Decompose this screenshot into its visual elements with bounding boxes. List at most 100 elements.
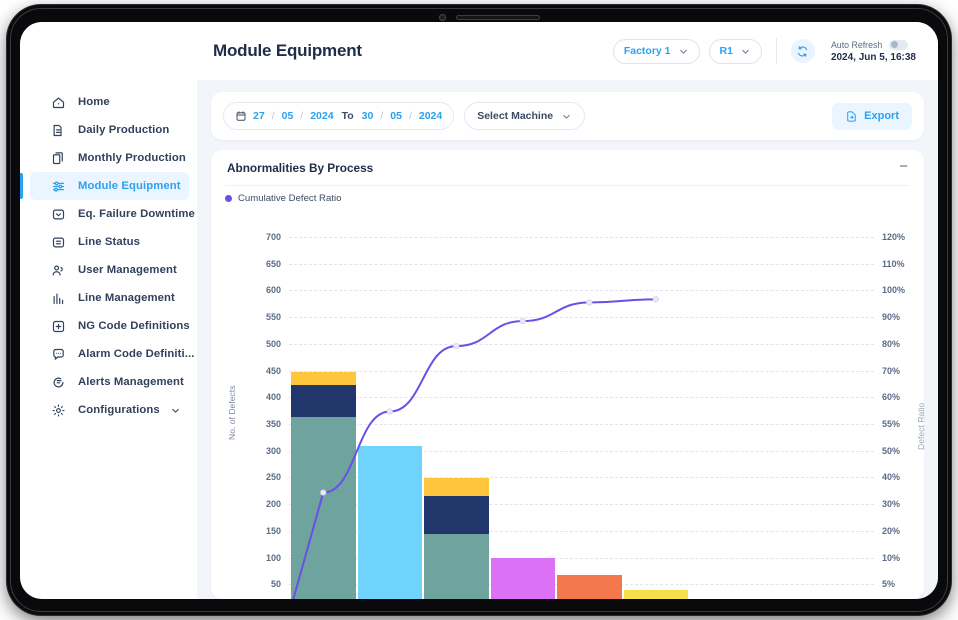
y-axis-tick-right: 60% bbox=[882, 392, 901, 403]
line-data-point[interactable] bbox=[586, 299, 593, 306]
machine-select-value: Select Machine bbox=[477, 110, 554, 122]
gridline bbox=[289, 530, 874, 532]
export-button[interactable]: Export bbox=[832, 102, 912, 130]
line-select[interactable]: R1 bbox=[708, 38, 762, 64]
y-axis-tick-left: 300 bbox=[265, 445, 281, 456]
gridline bbox=[289, 504, 874, 506]
date-range-picker[interactable]: 27 / 05 / 2024 To 30 / 05 / 2024 bbox=[223, 102, 455, 130]
bar-segment[interactable] bbox=[424, 496, 489, 534]
sidebar-item-alarm-code-definitions[interactable]: Alarm Code Definiti... bbox=[30, 340, 194, 368]
y-axis-tick-left: 700 bbox=[265, 232, 281, 242]
y-axis-tick-left: 50 bbox=[270, 579, 281, 590]
date-to-label: To bbox=[341, 110, 354, 122]
bar-segment[interactable] bbox=[490, 557, 555, 599]
sidebar-item-label: Line Status bbox=[78, 236, 140, 248]
y-axis-tick-left: 500 bbox=[265, 338, 281, 349]
screen: Home Daily Production Monthly Production bbox=[20, 22, 938, 599]
date-separator: / bbox=[380, 110, 384, 122]
failure-downtime-icon bbox=[50, 206, 66, 222]
y-axis-tick-left: 100 bbox=[265, 552, 281, 563]
line-data-point[interactable] bbox=[652, 296, 659, 303]
line-data-point[interactable] bbox=[320, 489, 327, 496]
alarm-code-icon bbox=[50, 346, 66, 362]
sidebar-item-configurations[interactable]: Configurations bbox=[30, 396, 189, 424]
date-from-year: 2024 bbox=[310, 110, 334, 122]
y-axis-tick-right: 5% bbox=[882, 579, 896, 590]
sidebar-item-daily-production[interactable]: Daily Production bbox=[30, 116, 189, 144]
chart-title: Abnormalities By Process bbox=[227, 160, 374, 175]
y-axis-tick-right: 30% bbox=[882, 499, 901, 510]
configurations-icon bbox=[50, 402, 66, 418]
date-to-year: 2024 bbox=[418, 110, 443, 122]
sidebar-item-eq-failure-downtime[interactable]: Eq. Failure Downtime bbox=[30, 200, 195, 228]
sidebar: Home Daily Production Monthly Production bbox=[20, 22, 197, 599]
auto-refresh-toggle[interactable] bbox=[889, 39, 909, 50]
bar-segment[interactable] bbox=[291, 384, 356, 418]
sidebar-item-label: Daily Production bbox=[78, 124, 170, 136]
sidebar-item-module-equipment[interactable]: Module Equipment bbox=[20, 172, 189, 200]
bar-segment[interactable] bbox=[623, 589, 688, 599]
line-data-point[interactable] bbox=[453, 342, 460, 350]
y-axis-tick-right: 10% bbox=[882, 552, 901, 563]
y-axis-tick-left: 250 bbox=[265, 472, 281, 483]
gridline bbox=[289, 424, 874, 425]
y-axis-tick-right: 40% bbox=[882, 472, 901, 483]
bar-segment[interactable] bbox=[557, 574, 622, 599]
line-status-icon bbox=[50, 234, 66, 250]
date-to-month: 05 bbox=[390, 110, 402, 122]
chart-plot-area: 00505%10010%15020%20030%25040%30050%3505… bbox=[211, 150, 924, 599]
camera-icon bbox=[439, 14, 446, 21]
factory-select-value: Factory 1 bbox=[623, 45, 671, 57]
divider bbox=[225, 185, 910, 186]
page-title: Module Equipment bbox=[213, 41, 362, 60]
bar-segment[interactable] bbox=[291, 371, 356, 385]
sidebar-item-label: Configurations bbox=[78, 404, 160, 416]
sidebar-item-alerts-management[interactable]: Alerts Management bbox=[30, 368, 189, 396]
y-axis-tick-right: 100% bbox=[882, 285, 906, 296]
sidebar-nav-list: Home Daily Production Monthly Production bbox=[20, 88, 197, 424]
gridline bbox=[289, 290, 874, 292]
refresh-icon[interactable] bbox=[790, 39, 815, 63]
line-data-point[interactable] bbox=[519, 318, 526, 325]
line-select-value: R1 bbox=[719, 45, 733, 57]
bar-segment[interactable] bbox=[357, 446, 422, 599]
sidebar-item-line-management[interactable]: Line Management bbox=[30, 284, 189, 312]
y-axis-tick-right: 90% bbox=[882, 312, 901, 323]
bar-segment[interactable] bbox=[424, 478, 489, 497]
chevron-down-icon[interactable] bbox=[170, 405, 181, 416]
date-separator: / bbox=[408, 110, 412, 122]
sidebar-item-home[interactable]: Home bbox=[30, 88, 189, 116]
sidebar-item-ng-code-definitions[interactable]: NG Code Definitions bbox=[30, 312, 190, 340]
sidebar-item-label: Line Management bbox=[78, 292, 175, 304]
sidebar-item-user-management[interactable]: User Management bbox=[30, 256, 189, 284]
device-frame: Home Daily Production Monthly Production bbox=[7, 5, 951, 615]
y-axis-tick-left: 450 bbox=[265, 365, 281, 376]
auto-refresh-row: Auto Refresh bbox=[831, 39, 916, 50]
sidebar-item-monthly-production[interactable]: Monthly Production bbox=[30, 144, 189, 172]
chevron-down-icon bbox=[740, 46, 751, 57]
sidebar-item-line-status[interactable]: Line Status bbox=[30, 228, 189, 256]
filter-bar: 27 / 05 / 2024 To 30 / 05 / 2024 Select … bbox=[211, 92, 924, 140]
date-from-month: 05 bbox=[281, 110, 294, 122]
gridline bbox=[289, 397, 874, 399]
y-axis-tick-right: 120% bbox=[882, 232, 906, 242]
y-axis-tick-left: 150 bbox=[265, 525, 281, 536]
gridline bbox=[289, 450, 874, 452]
gridline bbox=[289, 370, 874, 372]
line-data-point[interactable] bbox=[386, 408, 393, 415]
gridline bbox=[289, 477, 874, 479]
y-axis-tick-left: 600 bbox=[265, 285, 281, 296]
speaker-grille bbox=[456, 15, 540, 20]
bar-segment[interactable] bbox=[424, 533, 489, 599]
factory-select[interactable]: Factory 1 bbox=[612, 38, 700, 64]
chart-legend: Cumulative Defect Ratio bbox=[225, 193, 341, 204]
gridline bbox=[289, 557, 874, 559]
machine-select[interactable]: Select Machine bbox=[464, 102, 586, 130]
gridline bbox=[289, 237, 874, 238]
auto-refresh-block: Auto Refresh 2024, Jun 5, 16:38 bbox=[831, 39, 916, 63]
collapse-button[interactable]: − bbox=[899, 157, 908, 175]
sidebar-item-label: Monthly Production bbox=[78, 152, 186, 164]
sidebar-item-label: Eq. Failure Downtime bbox=[78, 208, 195, 220]
main-content: Module Equipment Factory 1 R1 bbox=[197, 22, 938, 599]
monthly-production-icon bbox=[50, 150, 66, 166]
